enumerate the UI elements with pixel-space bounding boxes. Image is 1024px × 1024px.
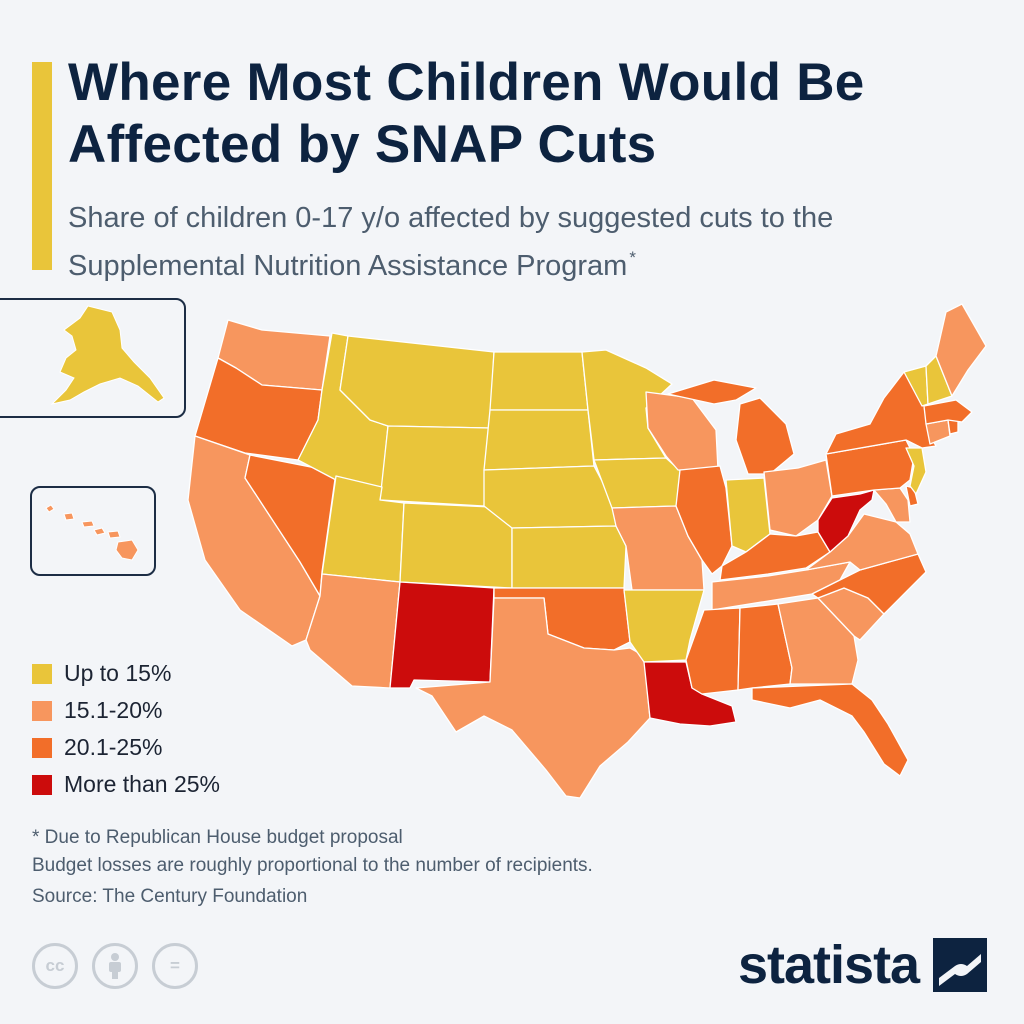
footnote-2: Budget losses are roughly proportional t… (32, 855, 593, 876)
legend-item: More than 25% (32, 766, 220, 803)
state-ND[interactable] (489, 351, 589, 411)
state-MD[interactable] (873, 487, 911, 523)
subtitle-footnote-mark: * (629, 248, 636, 267)
cc-icon[interactable]: cc (32, 943, 78, 989)
state-TX[interactable] (415, 597, 651, 799)
state-WY[interactable] (379, 425, 491, 507)
legend-item: 20.1-25% (32, 729, 220, 766)
statista-mark-icon (933, 938, 988, 992)
state-TN[interactable] (711, 561, 851, 611)
footnotes: * Due to Republican House budget proposa… (32, 824, 593, 880)
brand-wordmark: statista (738, 935, 920, 995)
state-HI[interactable] (45, 504, 139, 561)
legend-swatch-over-25 (32, 774, 52, 795)
legend-label: 15.1-20% (64, 697, 163, 723)
state-AK[interactable] (50, 305, 165, 405)
alaska-inset (0, 298, 186, 418)
legend-swatch-up-to-15 (32, 663, 52, 684)
statista-logo[interactable]: statista (738, 935, 988, 995)
source-note: Source: The Century Foundation (32, 886, 308, 907)
state-FL[interactable] (751, 683, 909, 777)
alaska-map (50, 305, 165, 405)
hawaii-inset (30, 486, 156, 576)
legend-item: 15.1-20% (32, 692, 220, 729)
subtitle-text: Share of children 0-17 y/o affected by s… (68, 202, 834, 282)
state-SD[interactable] (483, 409, 595, 471)
subtitle: Share of children 0-17 y/o affected by s… (68, 198, 968, 286)
legend-swatch-20-25 (32, 737, 52, 758)
state-MI[interactable] (667, 379, 795, 475)
legend-item: Up to 15% (32, 655, 220, 692)
legend-swatch-15-20 (32, 700, 52, 721)
state-NC[interactable] (811, 553, 927, 615)
state-CO[interactable] (399, 502, 513, 589)
hawaii-map (45, 504, 139, 561)
state-NM[interactable] (389, 581, 495, 689)
state-WV[interactable] (817, 489, 875, 553)
page-title: Where Most Children Would Be Affected by… (68, 53, 865, 174)
state-KS[interactable] (511, 525, 627, 589)
license-icons: cc = (32, 943, 198, 989)
legend-label: More than 25% (64, 771, 220, 797)
state-IL[interactable] (675, 465, 733, 575)
state-NE[interactable] (483, 465, 617, 529)
state-AZ[interactable] (305, 573, 401, 689)
state-ME[interactable] (935, 303, 987, 397)
legend-label: Up to 15% (64, 660, 172, 686)
state-PA[interactable] (825, 439, 915, 497)
footnote-1: * Due to Republican House budget proposa… (32, 827, 403, 848)
attribution-icon[interactable] (92, 943, 138, 989)
state-MA[interactable] (923, 399, 973, 425)
legend: Up to 15% 15.1-20% 20.1-25% More than 25… (32, 655, 220, 803)
accent-bar (32, 62, 52, 270)
legend-label: 20.1-25% (64, 734, 163, 760)
no-derivatives-icon[interactable]: = (152, 943, 198, 989)
